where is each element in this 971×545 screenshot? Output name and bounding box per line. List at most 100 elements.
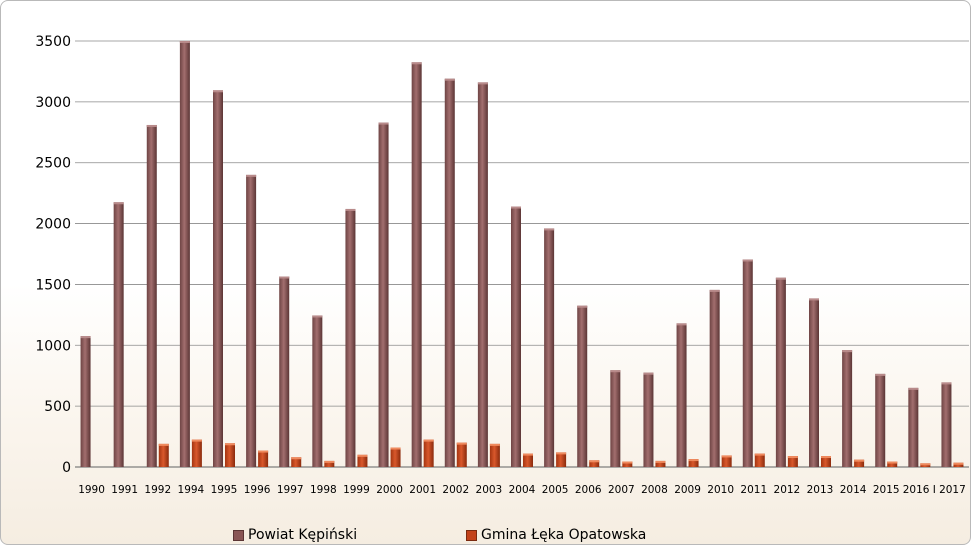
x-tick-label: 1998: [310, 484, 337, 496]
bar-cap-powiat: [246, 174, 257, 177]
bar-powiat: [775, 277, 786, 467]
bar-powiat: [875, 373, 886, 467]
x-tick-label: 2011: [740, 484, 767, 496]
bar-powiat: [80, 336, 91, 467]
y-tick-label: 0: [62, 460, 71, 476]
bar-powiat: [544, 228, 555, 467]
x-tick-label: 2001: [409, 484, 436, 496]
bar-gmina: [158, 443, 169, 467]
bar-cap-powiat: [544, 228, 555, 231]
y-axis: 0 500 1000 1500 2000 2500 3000 3500: [35, 34, 71, 476]
x-tick-label: 2005: [542, 484, 569, 496]
bar-powiat: [312, 315, 323, 467]
bar-gmina: [225, 443, 235, 467]
bar-cap-gmina: [754, 453, 765, 456]
bar-cap-powiat: [444, 78, 455, 81]
x-tick-label: 2003: [476, 484, 503, 496]
bar-cap-powiat: [312, 315, 323, 318]
bar-powiat: [378, 122, 389, 467]
y-tick-label: 2000: [35, 217, 71, 233]
bar-cap-powiat: [875, 373, 886, 376]
bar-cap-gmina: [887, 461, 898, 464]
bar-gmina: [787, 456, 798, 467]
bar-powiat: [908, 387, 919, 467]
bar-cap-gmina: [655, 460, 666, 463]
bar-cap-gmina: [291, 457, 302, 460]
y-tick-label: 2500: [35, 156, 71, 172]
bar-cap-powiat: [345, 208, 356, 211]
bar-gmina: [390, 447, 401, 467]
bar-cap-powiat: [775, 277, 786, 280]
x-tick-label: 1994: [178, 484, 205, 496]
bar-cap-powiat: [842, 350, 853, 353]
bar-cap-powiat: [213, 90, 223, 93]
bar-cap-gmina: [953, 462, 964, 465]
x-tick-label: 1996: [244, 484, 271, 496]
x-tick-label: 1997: [277, 484, 304, 496]
x-axis-labels: 1990 1991 1992 1994 1995 1996 1997 1998 1999 2000…: [78, 484, 966, 496]
legend-label-gmina: Gmina Łęka Opatowska: [481, 527, 647, 543]
bar-gmina: [887, 461, 898, 467]
x-tick-label: 2016 I: [903, 484, 936, 496]
bar-powiat: [179, 41, 190, 467]
bar-powiat: [146, 124, 157, 468]
bar-powiat: [345, 208, 356, 468]
bar-cap-powiat: [279, 276, 290, 279]
x-tick-label: 2014: [840, 484, 867, 496]
bar-gmina: [324, 460, 335, 467]
bar-powiat: [279, 276, 290, 467]
y-tick-label: 1000: [35, 338, 71, 354]
bar-cap-powiat: [577, 305, 588, 308]
bar-cap-powiat: [676, 323, 687, 326]
bar-cap-powiat: [709, 289, 720, 292]
bar-powiat: [643, 372, 654, 467]
x-tick-label: 2012: [774, 484, 801, 496]
bar-cap-gmina: [920, 463, 931, 466]
bar-gmina: [622, 461, 633, 467]
x-tick-label: 2002: [442, 484, 469, 496]
bar-gmina: [291, 457, 302, 467]
bar-gmina: [523, 453, 533, 467]
bar-cap-powiat: [643, 372, 654, 375]
x-tick-label: 1992: [144, 484, 171, 496]
bar-powiat: [577, 305, 588, 467]
bar-gmina: [456, 442, 467, 467]
bar-cap-gmina: [225, 443, 235, 446]
x-tick-label: 2007: [608, 484, 635, 496]
bar-gmina: [754, 453, 765, 467]
x-tick-label: 2006: [575, 484, 602, 496]
bar-powiat: [941, 382, 952, 467]
x-tick-label: 2004: [509, 484, 536, 496]
bar-powiat: [411, 62, 422, 468]
y-tick-label: 500: [44, 399, 71, 415]
bar-cap-gmina: [489, 443, 500, 446]
bar-cap-gmina: [456, 442, 467, 445]
bar-cap-gmina: [523, 453, 533, 456]
bar-powiat: [709, 289, 720, 467]
bar-cap-gmina: [787, 456, 798, 459]
bar-cap-powiat: [742, 259, 753, 262]
x-tick-label: 1995: [211, 484, 238, 496]
bar-cap-gmina: [688, 459, 699, 462]
y-tick-label: 3000: [35, 95, 71, 111]
bar-cap-gmina: [556, 452, 567, 455]
bar-cap-gmina: [721, 455, 732, 458]
bar-gmina: [655, 460, 666, 467]
x-tick-label: 2013: [807, 484, 834, 496]
bar-cap-gmina: [158, 443, 169, 446]
bar-cap-powiat: [113, 202, 124, 205]
bar-powiat: [676, 323, 687, 467]
bar-powiat: [809, 298, 819, 467]
legend-item-powiat: Powiat Kępiński: [233, 525, 357, 544]
bar-cap-gmina: [821, 456, 831, 459]
bar-gmina: [357, 454, 368, 467]
bar-cap-gmina: [191, 439, 202, 442]
legend-swatch-gmina: [466, 529, 477, 541]
x-tick-label: 1991: [111, 484, 138, 496]
bar-gmina: [721, 455, 732, 467]
bar-powiat: [742, 259, 753, 467]
bar-gmina: [854, 459, 865, 467]
legend-swatch-powiat: [233, 529, 244, 541]
bar-cap-powiat: [179, 41, 190, 43]
